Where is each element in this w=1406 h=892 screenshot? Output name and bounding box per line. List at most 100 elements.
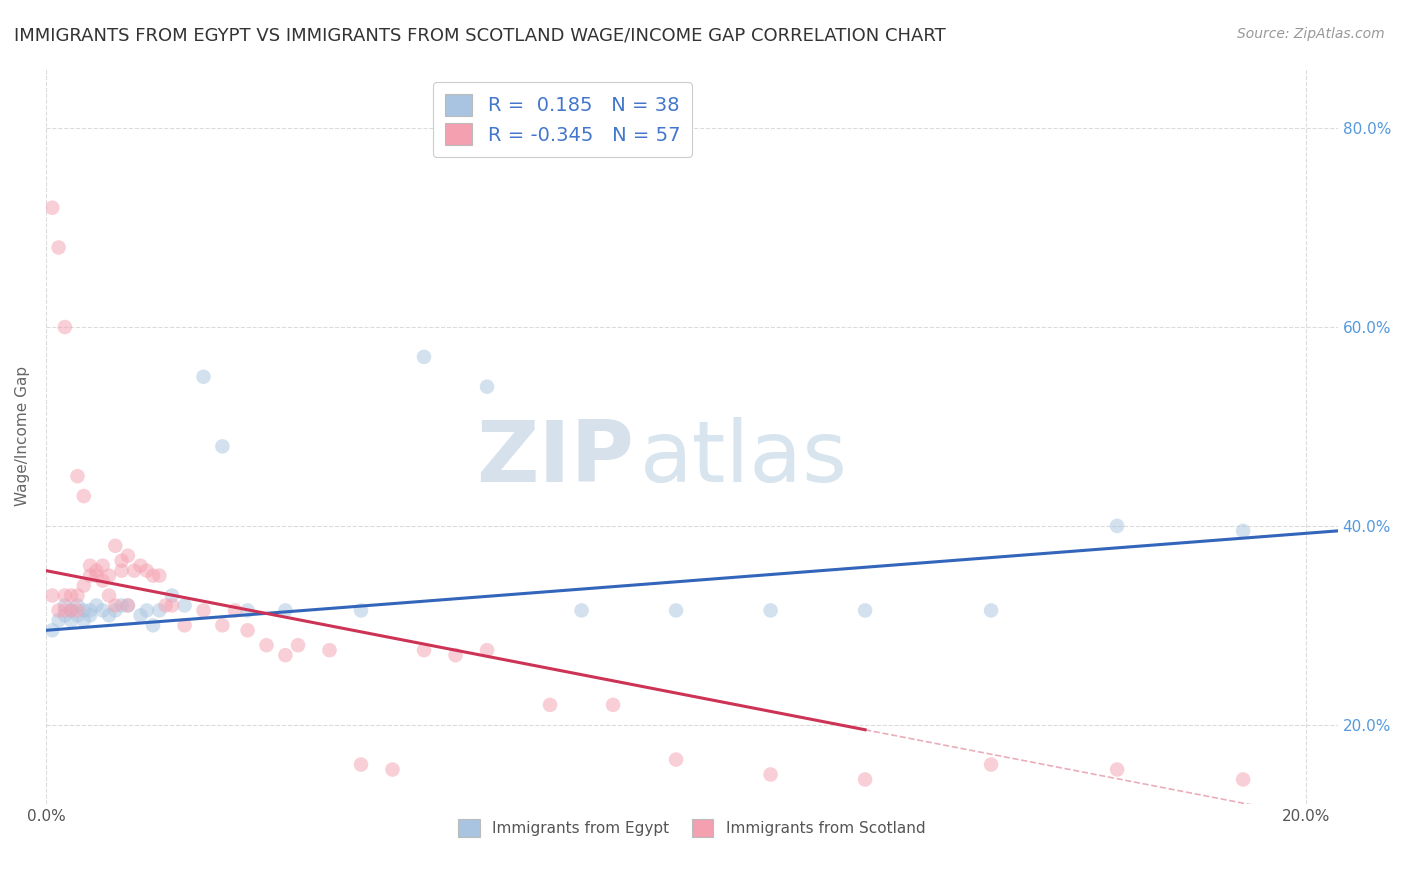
- Point: [48, 240, 70, 254]
- Point: [48, 613, 70, 627]
- Point: [160, 599, 183, 613]
- Point: [98, 608, 121, 623]
- Point: [60, 589, 83, 603]
- Point: [41, 201, 63, 215]
- Point: [538, 698, 561, 712]
- Point: [91, 603, 114, 617]
- Point: [129, 608, 152, 623]
- Point: [110, 599, 132, 613]
- Point: [211, 618, 233, 632]
- Point: [41, 624, 63, 638]
- Point: [79, 603, 101, 617]
- Point: [117, 549, 139, 563]
- Point: [148, 568, 170, 582]
- Point: [224, 603, 246, 617]
- Y-axis label: Wage/Income Gap: Wage/Income Gap: [15, 367, 30, 507]
- Point: [193, 603, 215, 617]
- Point: [53, 320, 76, 334]
- Point: [381, 763, 404, 777]
- Legend: Immigrants from Egypt, Immigrants from Scotland: Immigrants from Egypt, Immigrants from S…: [451, 812, 934, 845]
- Point: [350, 603, 373, 617]
- Point: [475, 380, 498, 394]
- Point: [1107, 519, 1129, 533]
- Point: [66, 599, 89, 613]
- Point: [129, 558, 152, 573]
- Point: [236, 603, 259, 617]
- Point: [413, 350, 436, 364]
- Point: [980, 757, 1002, 772]
- Point: [86, 564, 108, 578]
- Text: atlas: atlas: [640, 417, 848, 500]
- Point: [110, 564, 132, 578]
- Point: [135, 564, 157, 578]
- Point: [41, 589, 63, 603]
- Point: [1232, 524, 1254, 538]
- Point: [318, 643, 340, 657]
- Point: [602, 698, 624, 712]
- Point: [1232, 772, 1254, 787]
- Point: [53, 589, 76, 603]
- Point: [98, 589, 121, 603]
- Point: [236, 624, 259, 638]
- Point: [211, 439, 233, 453]
- Point: [73, 489, 96, 503]
- Point: [853, 772, 876, 787]
- Point: [475, 643, 498, 657]
- Text: ZIP: ZIP: [475, 417, 634, 500]
- Point: [110, 554, 132, 568]
- Text: IMMIGRANTS FROM EGYPT VS IMMIGRANTS FROM SCOTLAND WAGE/INCOME GAP CORRELATION CH: IMMIGRANTS FROM EGYPT VS IMMIGRANTS FROM…: [14, 27, 946, 45]
- Point: [759, 603, 782, 617]
- Point: [104, 599, 127, 613]
- Point: [413, 643, 436, 657]
- Point: [571, 603, 593, 617]
- Point: [117, 599, 139, 613]
- Point: [274, 648, 297, 662]
- Point: [53, 603, 76, 617]
- Point: [60, 613, 83, 627]
- Point: [91, 574, 114, 588]
- Point: [98, 568, 121, 582]
- Point: [73, 613, 96, 627]
- Point: [142, 618, 165, 632]
- Text: Source: ZipAtlas.com: Source: ZipAtlas.com: [1237, 27, 1385, 41]
- Point: [155, 599, 177, 613]
- Point: [60, 603, 83, 617]
- Point: [66, 603, 89, 617]
- Point: [86, 599, 108, 613]
- Point: [160, 589, 183, 603]
- Point: [193, 369, 215, 384]
- Point: [86, 568, 108, 582]
- Point: [60, 603, 83, 617]
- Point: [117, 599, 139, 613]
- Point: [48, 603, 70, 617]
- Point: [853, 603, 876, 617]
- Point: [104, 603, 127, 617]
- Point: [66, 608, 89, 623]
- Point: [79, 608, 101, 623]
- Point: [73, 578, 96, 592]
- Point: [53, 608, 76, 623]
- Point: [53, 599, 76, 613]
- Point: [104, 539, 127, 553]
- Point: [1107, 763, 1129, 777]
- Point: [79, 568, 101, 582]
- Point: [350, 757, 373, 772]
- Point: [980, 603, 1002, 617]
- Point: [256, 638, 278, 652]
- Point: [66, 469, 89, 483]
- Point: [173, 599, 195, 613]
- Point: [135, 603, 157, 617]
- Point: [287, 638, 309, 652]
- Point: [66, 589, 89, 603]
- Point: [79, 558, 101, 573]
- Point: [91, 558, 114, 573]
- Point: [73, 603, 96, 617]
- Point: [665, 603, 688, 617]
- Point: [173, 618, 195, 632]
- Point: [122, 564, 145, 578]
- Point: [274, 603, 297, 617]
- Point: [444, 648, 467, 662]
- Point: [759, 767, 782, 781]
- Point: [665, 753, 688, 767]
- Point: [142, 568, 165, 582]
